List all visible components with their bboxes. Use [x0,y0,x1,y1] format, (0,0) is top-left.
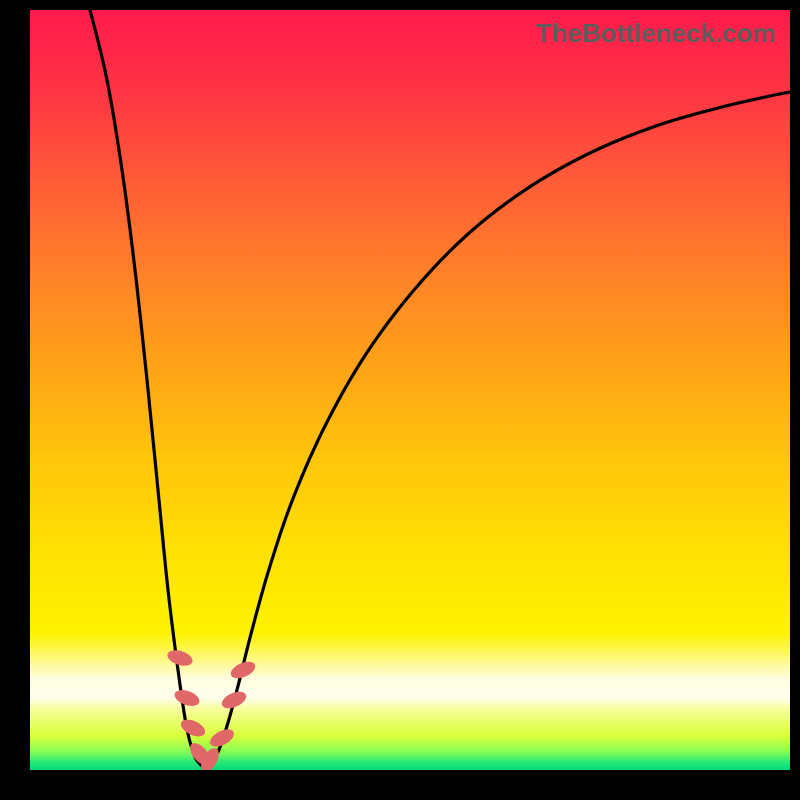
curve-marker [178,716,207,740]
curve-marker [172,687,201,709]
curve-marker [219,688,248,711]
marker-group [165,647,257,770]
curve-marker [207,726,237,751]
chart-frame: TheBottleneck.com [0,0,800,800]
curve-marker [165,647,194,668]
plot-area: TheBottleneck.com [30,10,790,770]
watermark-text: TheBottleneck.com [536,18,776,49]
curve-layer [30,10,790,770]
bottleneck-curve [90,10,790,767]
